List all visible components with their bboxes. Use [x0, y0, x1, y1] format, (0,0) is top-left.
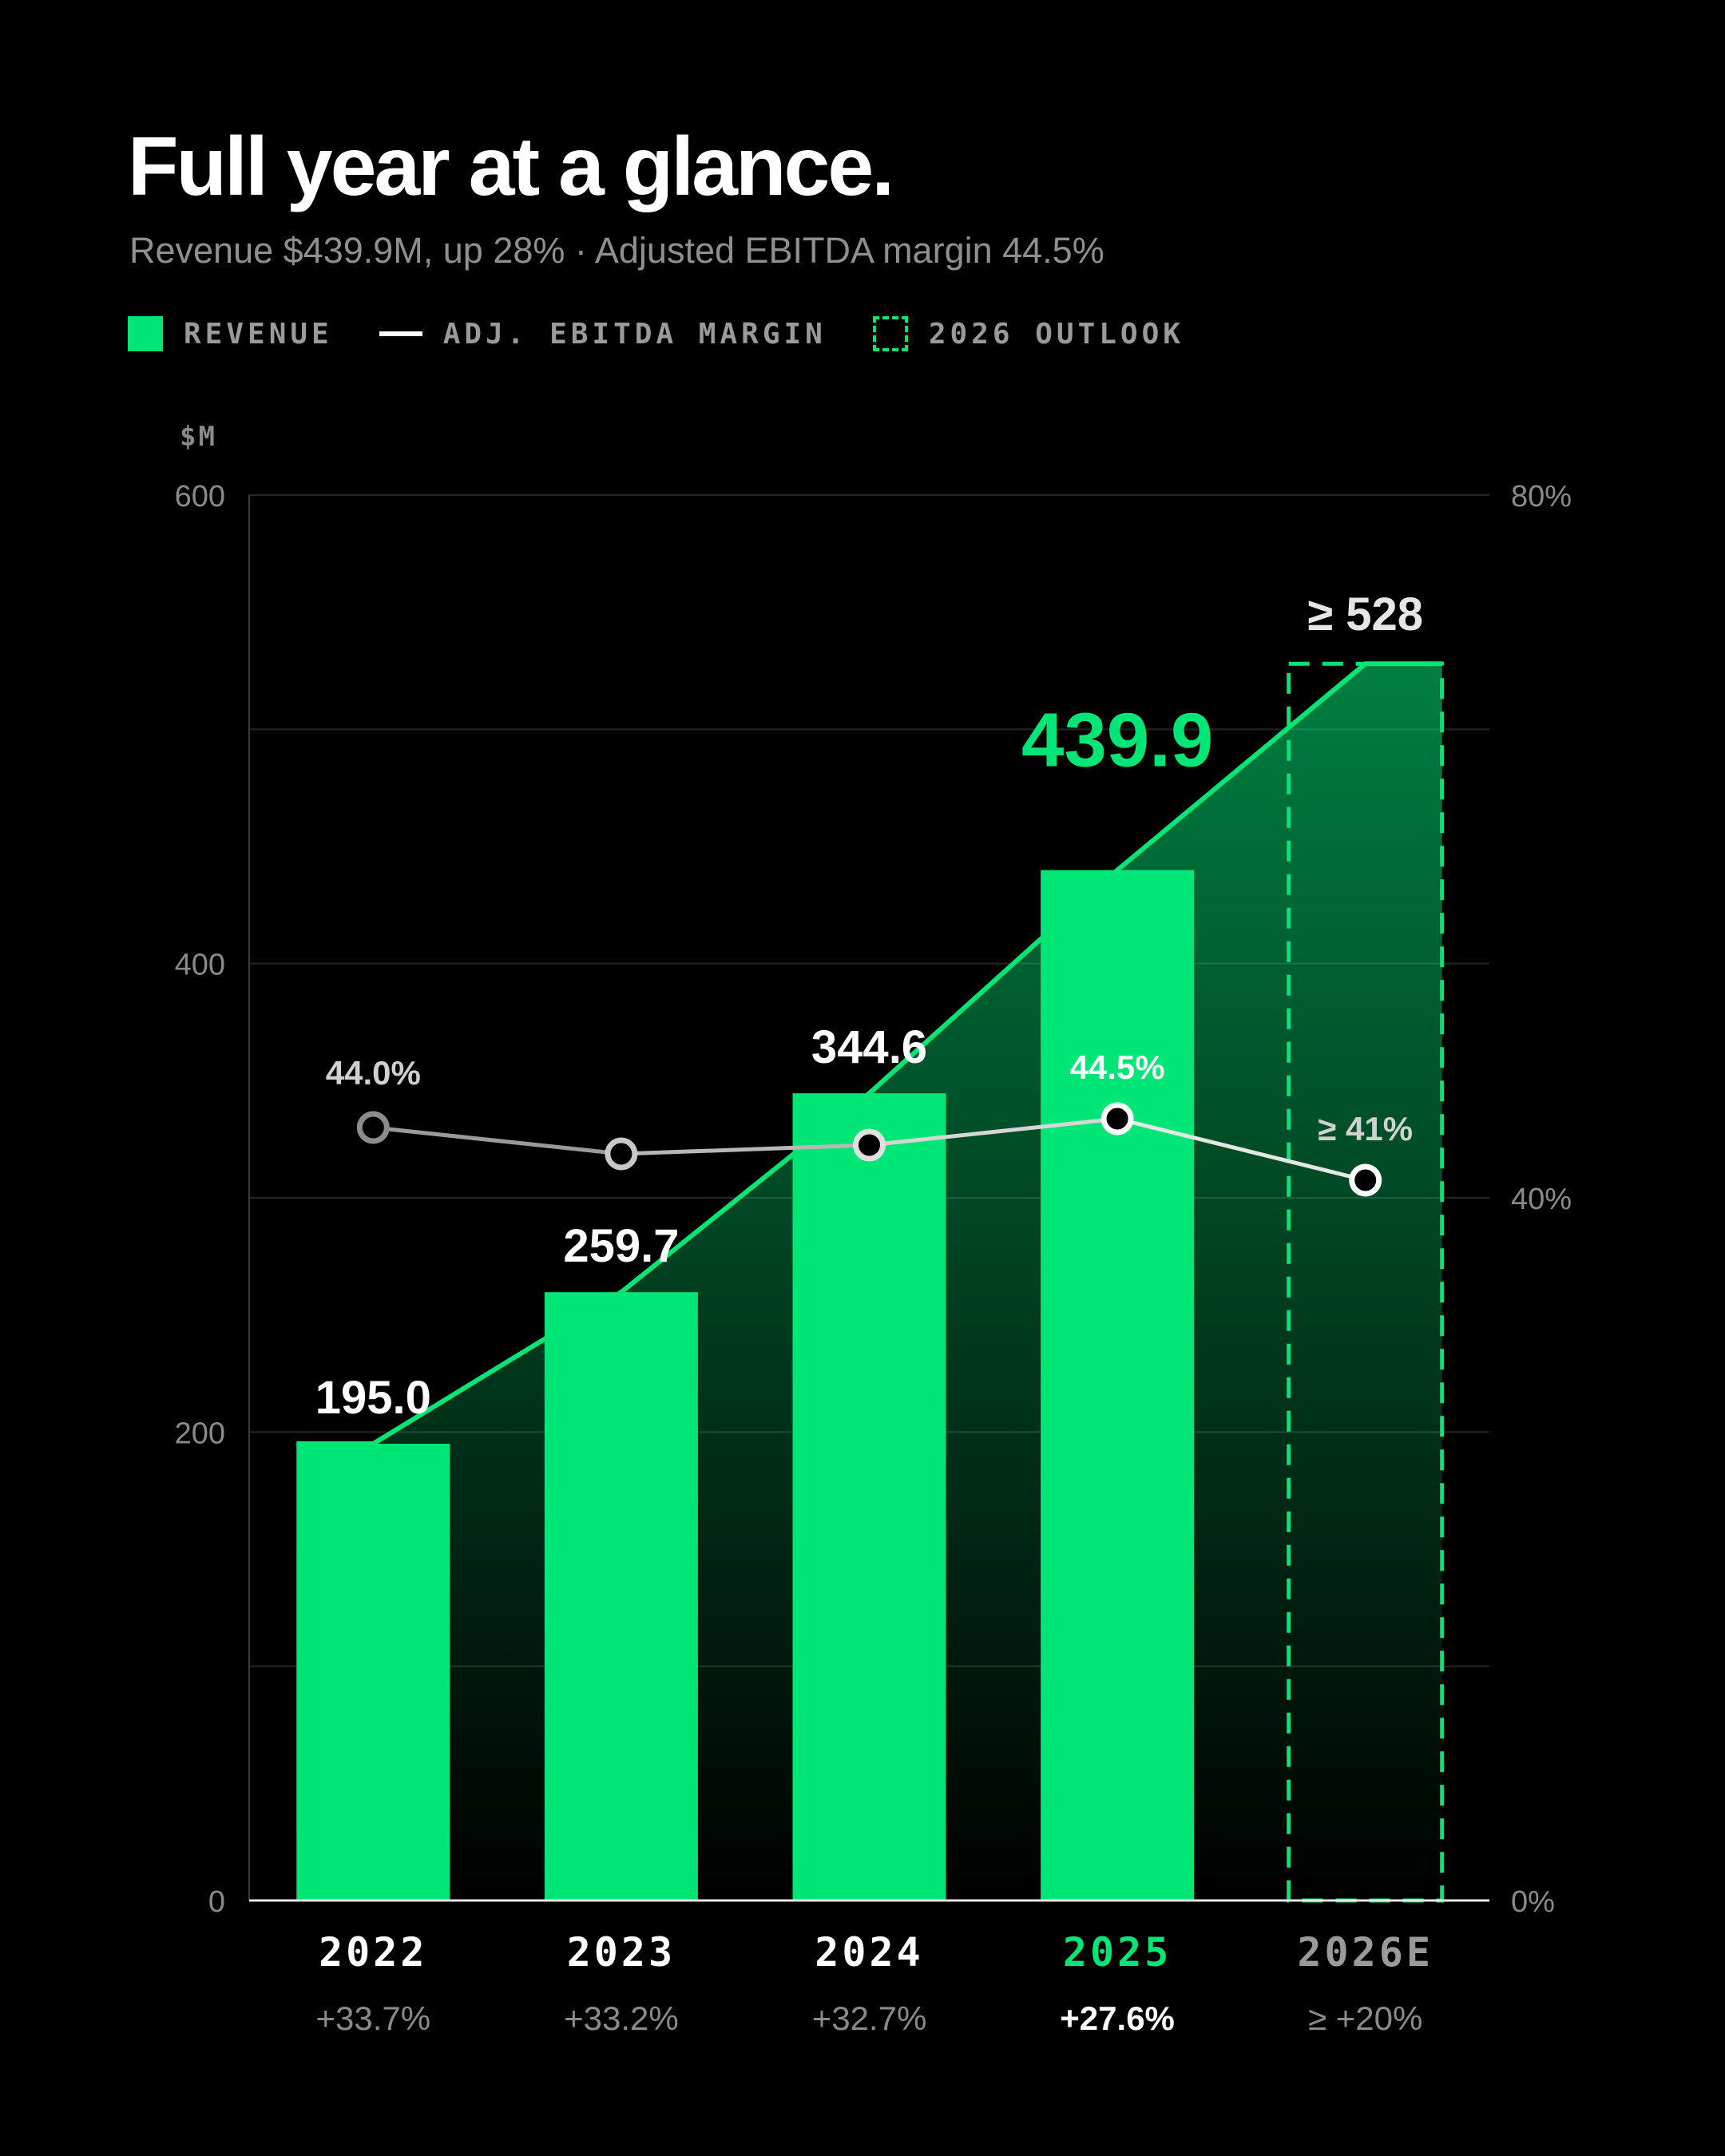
- trend-line: [296, 661, 1442, 1446]
- left-tick-label: 200: [175, 1417, 225, 1450]
- margin-point: [853, 1128, 886, 1162]
- left-tick-label: 400: [175, 949, 225, 982]
- x-category-label: 2026E: [1297, 1929, 1434, 1976]
- margin-line-segment: [621, 1143, 870, 1156]
- x-category-label: 2022: [319, 1929, 427, 1976]
- x-category-label: 2025: [1063, 1929, 1172, 1976]
- margin-value-label: 44.0%: [326, 1054, 421, 1092]
- margin-point: [1349, 1163, 1382, 1197]
- bar-value-label: 439.9: [1021, 698, 1213, 783]
- revenue-bar: [792, 1093, 946, 1900]
- revenue-bar: [296, 1444, 450, 1900]
- right-tick-label: 40%: [1511, 1183, 1572, 1216]
- legend-swatch-outlook: [872, 316, 908, 351]
- legend-item-outlook: 2026 OUTLOOK: [872, 316, 1184, 351]
- legend-label-revenue: REVENUE: [184, 317, 333, 351]
- margin-value-label: 44.5%: [1070, 1048, 1165, 1086]
- page-subtitle: Revenue $439.9M, up 28% · Adjusted EBITD…: [129, 230, 1104, 271]
- growth-label: +33.7%: [315, 1999, 430, 2037]
- margin-value-label: ≥ 41%: [1318, 1110, 1413, 1147]
- bar-value-label: 195.0: [315, 1372, 431, 1424]
- bar-value-label: 259.7: [563, 1220, 679, 1272]
- legend: REVENUE ADJ. EBITDA MARGIN 2026 OUTLOOK: [128, 313, 1231, 355]
- x-category-label: 2023: [567, 1929, 676, 1976]
- margin-line-segment: [1116, 1116, 1366, 1183]
- legend-label-margin: ADJ. EBITDA MARGIN: [442, 317, 827, 351]
- legend-item-revenue: REVENUE: [128, 316, 333, 351]
- x-category-label: 2024: [815, 1929, 923, 1976]
- right-tick-label: 0%: [1511, 1885, 1555, 1919]
- left-tick-label: 600: [175, 480, 225, 513]
- left-axis-unit: $M: [180, 421, 217, 453]
- growth-label: +32.7%: [812, 1999, 927, 2037]
- legend-swatch-margin: [379, 331, 422, 336]
- legend-item-margin: ADJ. EBITDA MARGIN: [379, 318, 827, 351]
- margin-line-segment: [869, 1116, 1118, 1147]
- legend-label-outlook: 2026 OUTLOOK: [928, 317, 1184, 351]
- page-title: Full year at a glance.: [128, 121, 894, 213]
- growth-label: ≥ +20%: [1308, 1999, 1422, 2037]
- left-tick-label: 0: [208, 1885, 225, 1919]
- margin-point: [605, 1137, 638, 1171]
- margin-point: [1100, 1102, 1134, 1135]
- bar-value-label: 344.6: [811, 1021, 927, 1073]
- outlook-value-label: ≥ 528: [1307, 589, 1423, 640]
- growth-label: +27.6%: [1060, 1999, 1175, 2037]
- legend-swatch-revenue: [128, 316, 163, 351]
- right-tick-label: 80%: [1511, 480, 1572, 513]
- revenue-bar: [544, 1292, 698, 1900]
- margin-point: [356, 1111, 390, 1144]
- margin-line-segment: [373, 1125, 622, 1156]
- growth-label: +33.2%: [564, 1999, 679, 2037]
- revenue-bar: [1041, 870, 1195, 1900]
